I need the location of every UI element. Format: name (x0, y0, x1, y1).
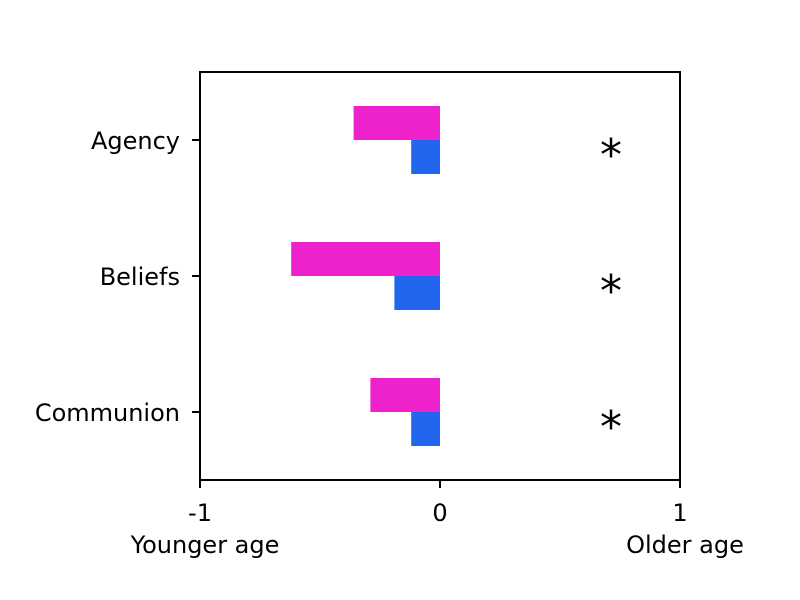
significance-star-communion: * (600, 402, 622, 453)
bar-beliefs-series-2 (394, 276, 440, 310)
bar-beliefs-series-1 (291, 242, 440, 276)
bars-layer (291, 106, 440, 446)
significance-annotations: * * * (600, 130, 622, 453)
significance-star-beliefs: * (600, 266, 622, 317)
bar-agency-series-2 (411, 140, 440, 174)
x-tick-label: 1 (672, 499, 687, 527)
significance-star-agency: * (600, 130, 622, 181)
bar-communion-series-2 (411, 412, 440, 446)
y-tick-label-communion: Communion (35, 399, 180, 427)
x-side-label-right: Older age (626, 531, 744, 559)
x-side-label-left: Younger age (130, 531, 280, 559)
x-tick-label: -1 (188, 499, 212, 527)
y-tick-label-agency: Agency (91, 127, 180, 155)
bar-communion-series-1 (370, 378, 440, 412)
y-tick-label-beliefs: Beliefs (100, 263, 180, 291)
x-axis: -1 0 1 (188, 480, 688, 527)
y-axis: Agency Beliefs Communion (35, 127, 200, 427)
x-tick-label: 0 (432, 499, 447, 527)
bar-agency-series-1 (353, 106, 440, 140)
